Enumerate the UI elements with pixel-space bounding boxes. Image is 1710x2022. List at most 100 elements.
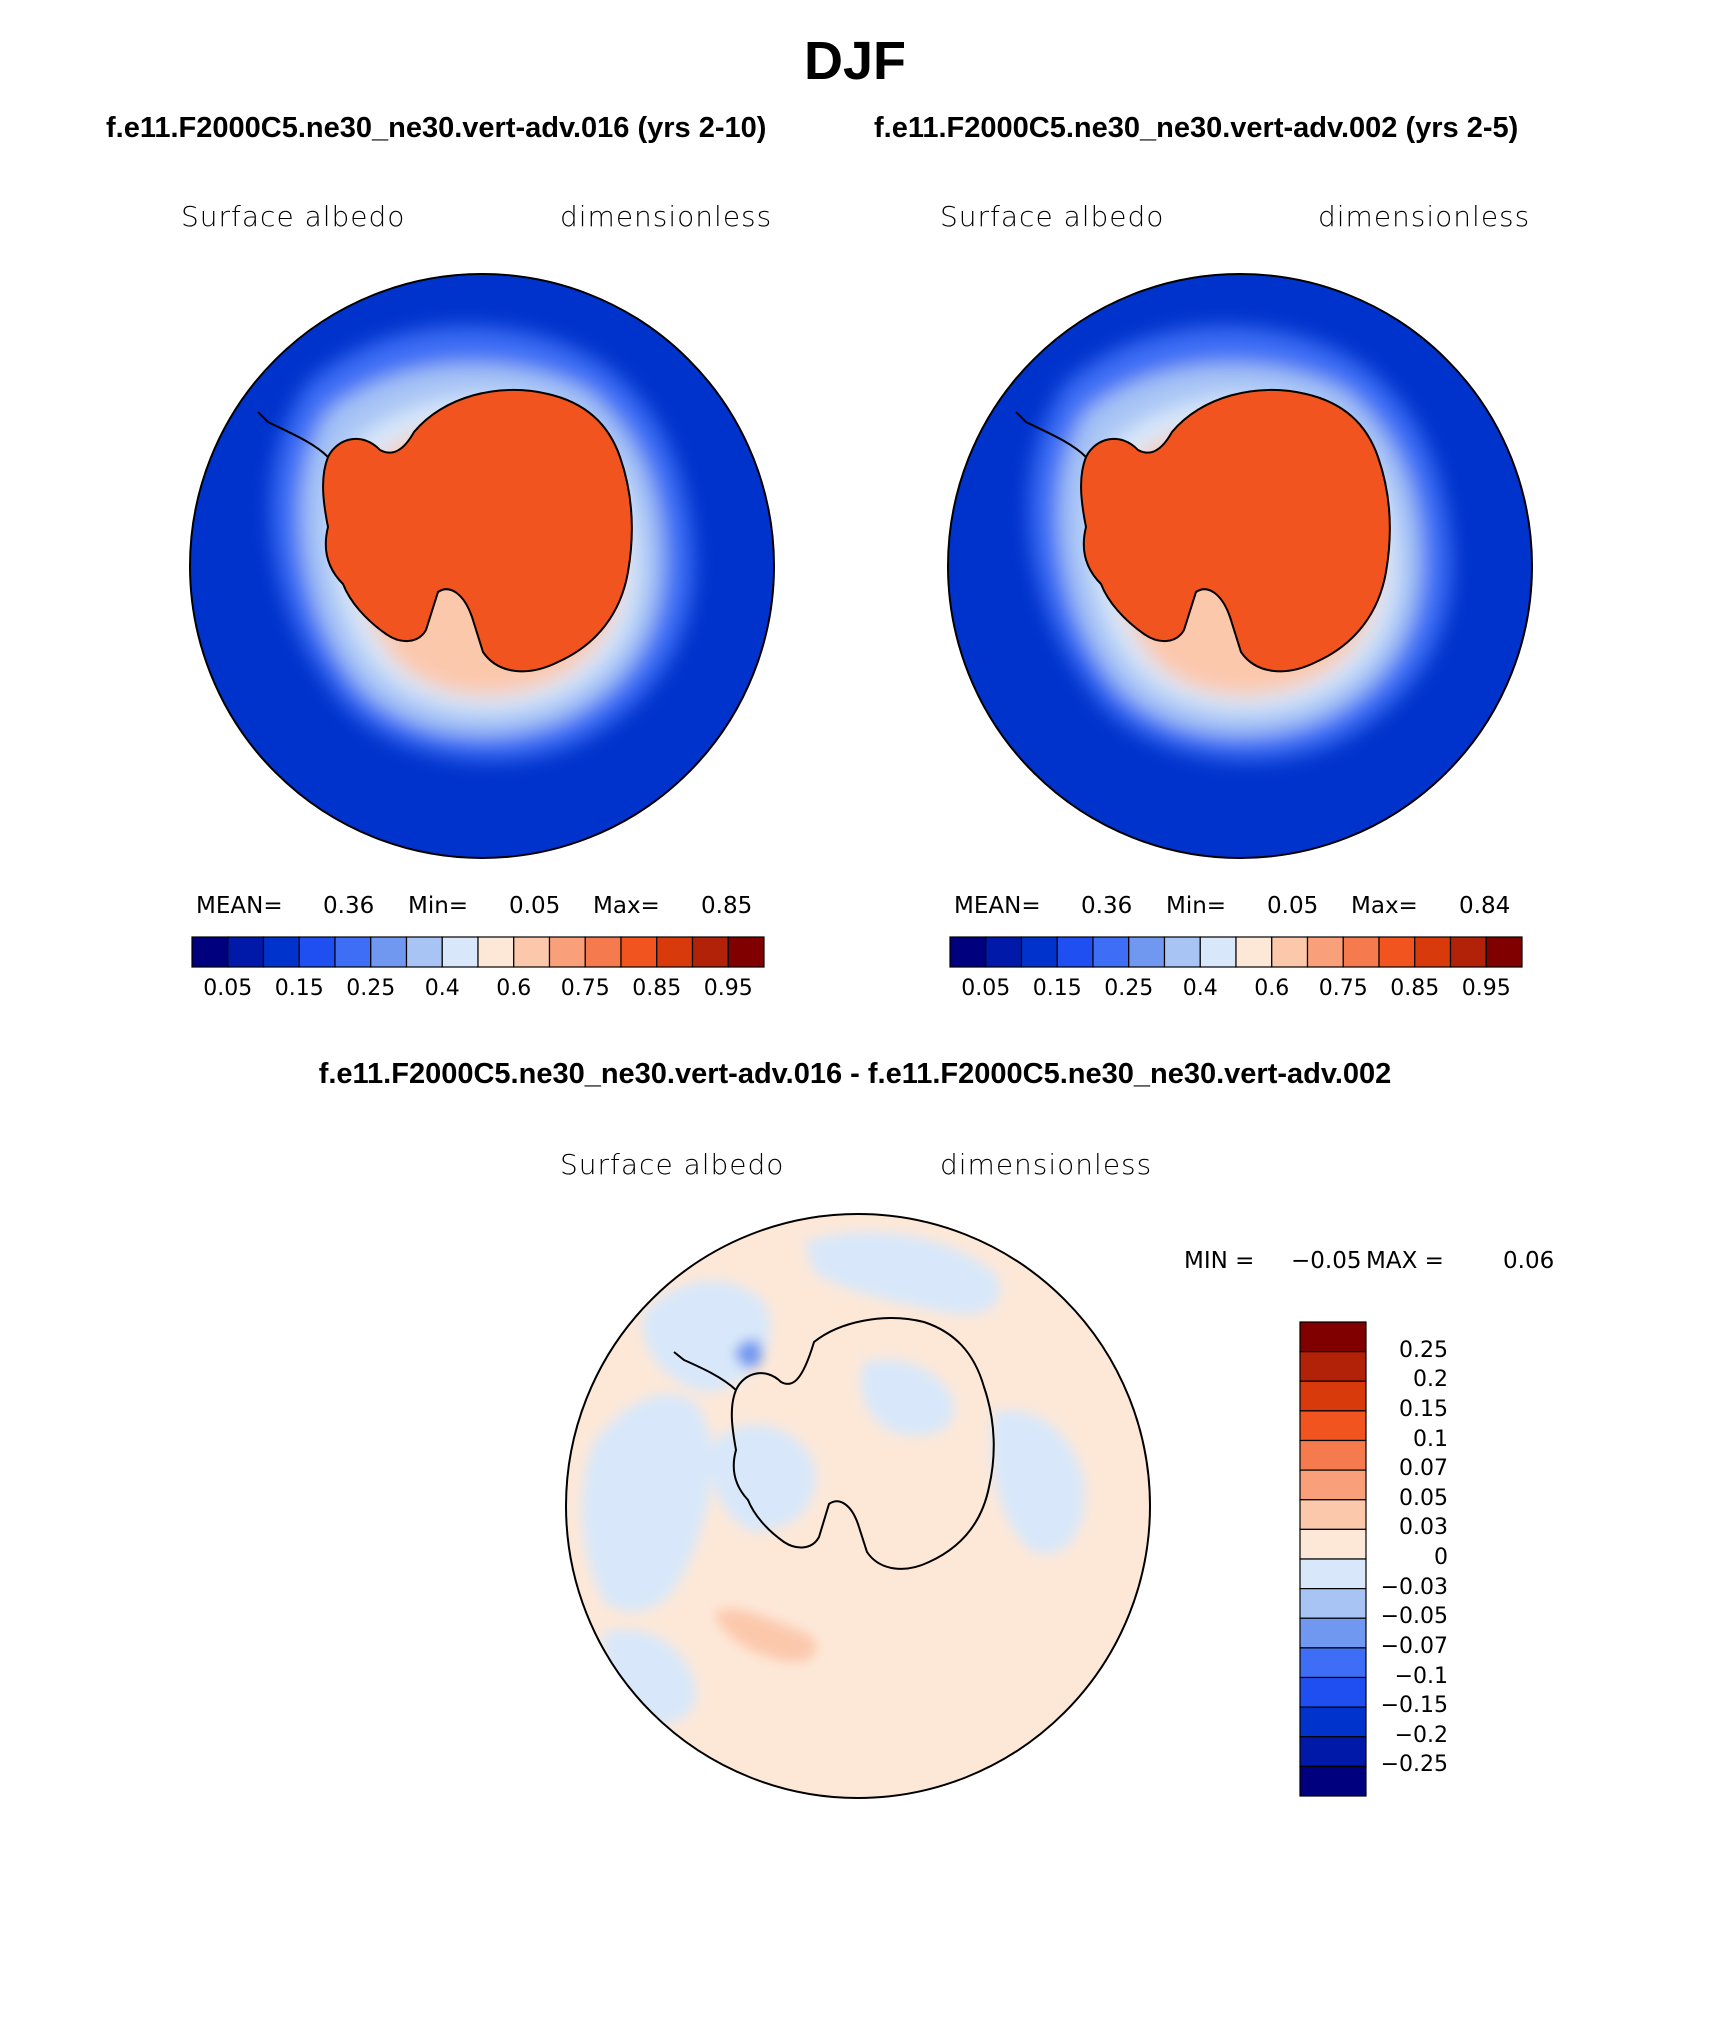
- colorbar-swatch: [1271, 936, 1309, 968]
- colorbar-tick-label: 0.85: [632, 976, 682, 1001]
- colorbar-swatch: [548, 936, 586, 968]
- colorbar-right: [949, 936, 1523, 968]
- colorbar-tick-label: 0.07: [1399, 1456, 1448, 1482]
- colorbar-swatch: [1299, 1351, 1367, 1382]
- colorbar-swatch: [191, 936, 229, 968]
- antarctica-ice: [1080, 388, 1391, 673]
- colorbar-tick-label: 0: [1434, 1545, 1448, 1570]
- colorbar-tick-label: −0.15: [1380, 1693, 1448, 1719]
- colorbar-tick-label: 0.6: [1254, 976, 1290, 1001]
- colorbar-tick-label: 0.25: [346, 976, 396, 1001]
- colorbar-tick-label: 0.75: [560, 976, 610, 1001]
- diff-min-label: MIN =: [1184, 1248, 1255, 1274]
- colorbar-tick-label: 0.1: [1413, 1426, 1448, 1452]
- colorbar-swatch: [1299, 1706, 1367, 1738]
- colorbar-swatch: [1299, 1439, 1367, 1471]
- colorbar-swatch: [513, 936, 551, 968]
- panel-left-mean-value: 0.36: [323, 893, 375, 919]
- diff-max-label: MAX =: [1366, 1248, 1444, 1274]
- colorbar-swatch: [727, 936, 765, 968]
- colorbar-swatch: [949, 936, 987, 968]
- panel-right-mean-label: MEAN=: [954, 893, 1041, 919]
- colorbar-tick-label: 0.05: [961, 976, 1011, 1001]
- peninsula-coast: [1015, 411, 1087, 458]
- colorbar-swatch: [227, 936, 265, 968]
- colorbar-swatch: [1299, 1410, 1367, 1442]
- panel-left-max-label: Max=: [593, 893, 660, 919]
- colorbar-swatch: [1299, 1647, 1367, 1679]
- colorbar-diff: [1299, 1321, 1367, 1797]
- panel-right-case-title: f.e11.F2000C5.ne30_ne30.vert-adv.002 (yr…: [874, 112, 1519, 144]
- diff-units: dimensionless: [940, 1148, 1153, 1181]
- colorbar-tick-label: 0.6: [496, 976, 532, 1001]
- colorbar-swatch: [1342, 936, 1380, 968]
- colorbar-left-ticks: 0.05 0.15 0.25 0.4 0.6 0.75 0.85 0.95: [192, 976, 764, 1006]
- panel-left-min-value: 0.05: [509, 893, 561, 919]
- diff-variable: Surface albedo: [560, 1148, 785, 1181]
- colorbar-swatch: [1299, 1499, 1367, 1530]
- colorbar-tick-label: −0.05: [1380, 1604, 1448, 1630]
- colorbar-tick-label: 0.4: [424, 976, 460, 1001]
- colorbar-swatch: [370, 936, 408, 968]
- colorbar-swatch: [1299, 1528, 1367, 1560]
- colorbar-swatch: [405, 936, 443, 968]
- map-frame: [565, 1213, 1151, 1799]
- colorbar-tick-label: 0.25: [1399, 1337, 1448, 1363]
- antarctica-coast: [730, 1317, 995, 1570]
- colorbar-tick-label: 0.75: [1318, 976, 1368, 1001]
- colorbar-swatch: [1299, 1676, 1367, 1708]
- colorbar-tick-label: −0.07: [1380, 1633, 1448, 1659]
- colorbar-swatch: [298, 936, 336, 968]
- colorbar-tick-label: 0.03: [1399, 1515, 1448, 1541]
- colorbar-swatch: [1299, 1380, 1367, 1412]
- panel-right-variable: Surface albedo: [940, 200, 1165, 233]
- peninsula-coast: [673, 1351, 737, 1391]
- map-right: [947, 273, 1533, 859]
- colorbar-tick-label: 0.25: [1104, 976, 1154, 1001]
- colorbar-swatch: [1306, 936, 1344, 968]
- colorbar-tick-label: −0.2: [1394, 1722, 1448, 1748]
- colorbar-tick-label: 0.2: [1413, 1367, 1448, 1393]
- colorbar-swatch: [1199, 936, 1237, 968]
- colorbar-swatch: [1378, 936, 1416, 968]
- panel-left-mean-label: MEAN=: [196, 893, 283, 919]
- colorbar-swatch: [1299, 1469, 1367, 1501]
- colorbar-swatch: [1056, 936, 1094, 968]
- panel-right-min-label: Min=: [1166, 893, 1227, 919]
- colorbar-tick-label: 0.95: [703, 976, 753, 1001]
- colorbar-tick-label: −0.25: [1380, 1752, 1448, 1778]
- colorbar-diff-ticks: 0.25 0.2 0.15 0.1 0.07 0.05 0.03 0 −0.03 −0.05 −0.…: [1376, 1322, 1496, 1796]
- panel-right-units: dimensionless: [1318, 200, 1531, 233]
- colorbar-tick-label: 0.05: [1399, 1485, 1448, 1511]
- map-left: [189, 273, 775, 859]
- colorbar-swatch: [1299, 1558, 1367, 1590]
- colorbar-swatch: [1299, 1617, 1367, 1649]
- peninsula-coast: [257, 411, 329, 458]
- panel-left-case-title: f.e11.F2000C5.ne30_ne30.vert-adv.016 (yr…: [106, 112, 767, 144]
- map-diff: [565, 1213, 1151, 1799]
- colorbar-tick-label: 0.85: [1390, 976, 1440, 1001]
- colorbar-tick-label: 0.15: [1399, 1396, 1448, 1422]
- panel-left-max-value: 0.85: [701, 893, 753, 919]
- colorbar-swatch: [1163, 936, 1201, 968]
- colorbar-swatch: [1299, 1588, 1367, 1619]
- colorbar-swatch: [985, 936, 1023, 968]
- panel-left-min-label: Min=: [408, 893, 469, 919]
- antarctica-ice: [322, 388, 633, 673]
- diff-max-value: 0.06: [1503, 1248, 1555, 1274]
- colorbar-tick-label: −0.1: [1394, 1663, 1448, 1689]
- colorbar-swatch: [1299, 1765, 1367, 1797]
- map-frame: [189, 273, 775, 859]
- colorbar-swatch: [477, 936, 515, 968]
- panel-right-max-label: Max=: [1351, 893, 1418, 919]
- colorbar-swatch: [1449, 936, 1487, 968]
- colorbar-swatch: [656, 936, 694, 968]
- panel-left-units: dimensionless: [560, 200, 773, 233]
- colorbar-swatch: [262, 936, 300, 968]
- colorbar-swatch: [620, 936, 658, 968]
- colorbar-tick-label: 0.05: [203, 976, 253, 1001]
- colorbar-swatch: [1414, 936, 1452, 968]
- figure-title: DJF: [803, 31, 906, 91]
- colorbar-swatch: [1235, 936, 1273, 968]
- colorbar-swatch: [691, 936, 729, 968]
